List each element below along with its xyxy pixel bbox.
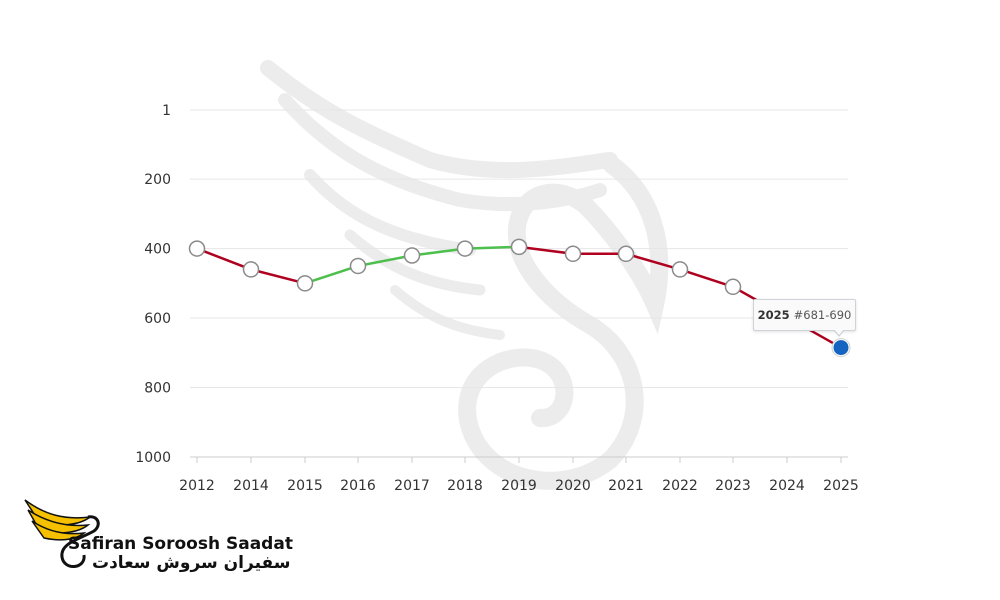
x-tick-label: 2025 [823,478,859,494]
line-segment [303,264,360,285]
line-segment [517,245,575,256]
x-axis: 2012 2014 2015 2016 2017 2018 2019 2020 2021 2022… [179,457,859,494]
x-tick-label: 2020 [555,478,591,494]
x-tick-label: 2017 [394,478,430,494]
data-point[interactable] [349,257,367,275]
data-point[interactable] [456,240,474,257]
tooltip: 2025 #681-690 [753,299,856,331]
x-tick-label: 2023 [715,478,751,494]
brand-name-en: Safiran Soroosh Saadat [68,534,293,554]
x-tick-label: 2014 [233,478,269,494]
data-point[interactable] [403,247,421,264]
x-tick-label: 2021 [608,478,644,494]
line-segment [249,268,307,285]
data-point[interactable] [671,261,689,278]
data-point[interactable] [242,261,260,278]
series-line [195,245,843,349]
swan-watermark-icon [260,60,669,490]
y-axis: 1 200 400 600 800 1000 [135,103,171,466]
brand-logo-icon [24,499,100,568]
line-segment [195,247,253,271]
x-tick-label: 2018 [447,478,483,494]
tooltip-arrow-inner [834,329,844,335]
x-tick-label: 2024 [769,478,805,494]
x-tick-label: 2022 [662,478,698,494]
data-point[interactable] [564,245,582,263]
line-segment [410,247,467,257]
y-tick-label: 800 [144,381,171,397]
data-point[interactable] [724,278,742,296]
data-point[interactable] [510,238,528,256]
data-point-highlight[interactable] [833,340,849,356]
x-tick-label: 2012 [179,478,215,494]
y-tick-label: 1 [162,103,171,119]
x-tick-label: 2015 [287,478,323,494]
line-segment [356,254,414,268]
line-segment [463,245,521,250]
tooltip-year: 2025 [757,308,790,322]
data-point[interactable] [296,275,314,292]
y-tick-label: 200 [144,172,171,188]
line-segment [678,268,735,289]
x-tick-label: 2019 [501,478,537,494]
y-tick-label: 400 [144,242,171,258]
series-points [188,238,851,358]
brand-name-fa: سفیران سروش سعادت [92,553,291,573]
tooltip-rank: #681-690 [793,308,852,322]
x-tick-label: 2016 [340,478,376,494]
y-tick-label: 1000 [135,450,171,466]
line-segment [624,252,682,271]
data-point[interactable] [617,245,635,263]
data-point[interactable] [188,240,206,257]
y-tick-label: 600 [144,311,171,327]
